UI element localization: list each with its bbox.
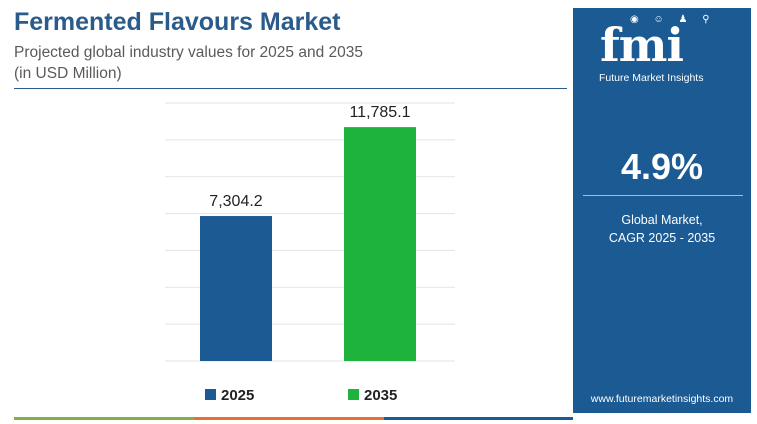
- page-title: Fermented Flavours Market: [14, 8, 341, 36]
- data-label-2025: 7,304.2: [209, 193, 262, 210]
- bar-2025: [200, 216, 272, 361]
- fmi-logo: ◉ ☺ ♟ ⚲ fmi Future Market Insights: [573, 8, 751, 100]
- bottom-bar-green: [14, 417, 194, 420]
- logo-icons: ◉ ☺ ♟ ⚲: [630, 14, 716, 25]
- side-panel: ◉ ☺ ♟ ⚲ fmi Future Market Insights 4.9% …: [573, 8, 751, 413]
- cagr-label-line-1: Global Market,: [621, 213, 703, 227]
- bottom-bar-blue: [384, 417, 573, 420]
- website-link[interactable]: www.futuremarketinsights.com: [590, 393, 734, 405]
- legend-label-2025: 2025: [221, 387, 254, 404]
- legend-label-2035: 2035: [364, 387, 397, 404]
- logo-wordmark: fmi: [600, 18, 684, 72]
- logo-subtitle: Future Market Insights: [599, 72, 704, 84]
- bar-chart: 7,304.2 11,785.1 2025 2035: [165, 102, 455, 404]
- bar-2035: [344, 127, 416, 362]
- cagr-label: Global Market, CAGR 2025 - 2035: [573, 211, 751, 247]
- bottom-bar-orange: [194, 417, 384, 420]
- panel-divider: [583, 195, 743, 196]
- subtitle-line-2: (in USD Million): [14, 65, 122, 82]
- page-subtitle: Projected global industry values for 202…: [14, 42, 484, 84]
- data-label-2035: 11,785.1: [349, 104, 410, 121]
- title-divider: [14, 88, 567, 89]
- cagr-value: 4.9%: [620, 146, 704, 187]
- subtitle-line-1: Projected global industry values for 202…: [14, 44, 363, 61]
- legend-swatch-2035: [348, 389, 359, 400]
- legend-swatch-2025: [205, 389, 216, 400]
- cagr-label-line-2: CAGR 2025 - 2035: [608, 231, 716, 245]
